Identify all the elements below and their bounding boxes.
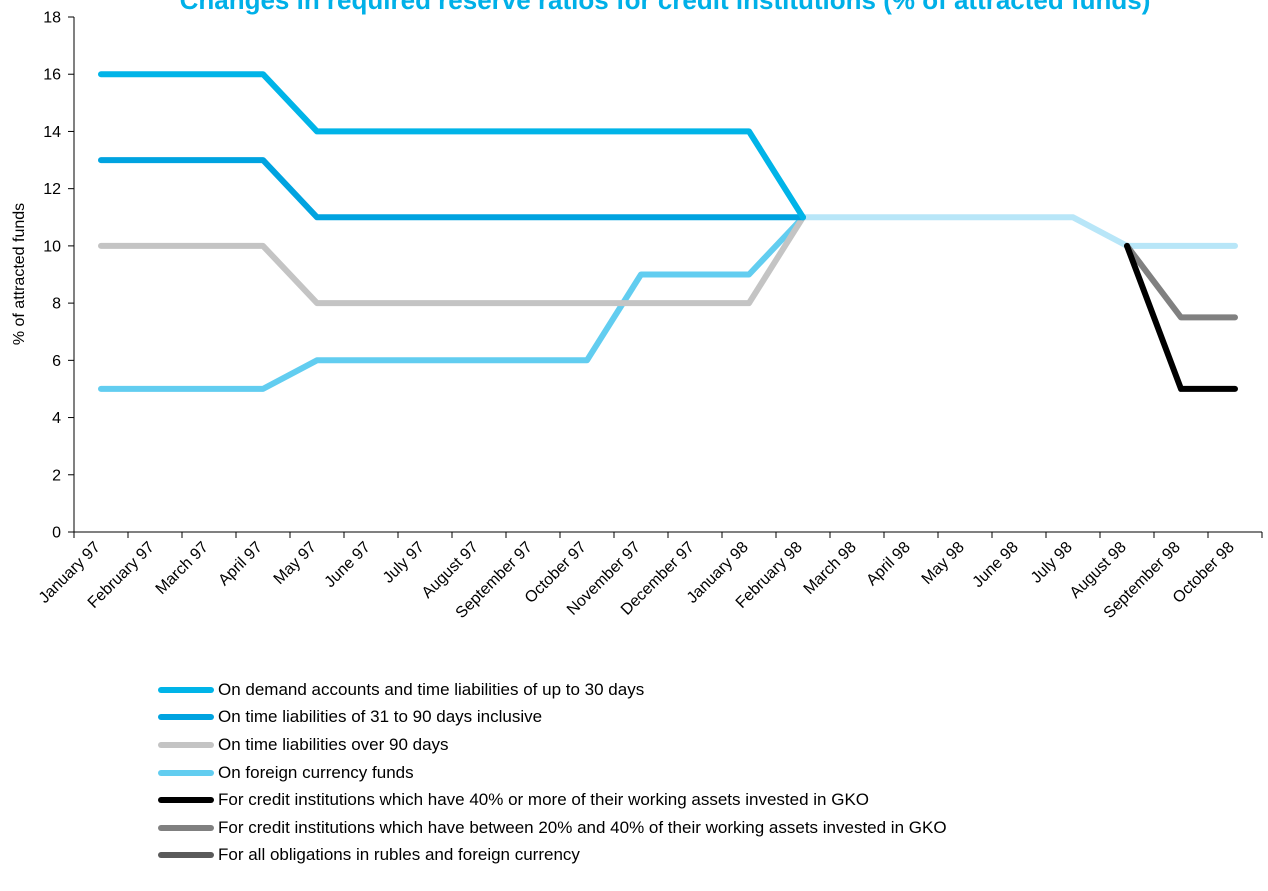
y-tick-label: 10	[43, 238, 61, 255]
y-tick-label: 2	[52, 467, 61, 484]
legend-label: On time liabilities of 31 to 90 days inc…	[218, 707, 543, 727]
legend-item: On time liabilities of 31 to 90 days inc…	[158, 704, 1248, 732]
legend-swatch	[158, 797, 214, 804]
series-line	[1124, 242, 1238, 392]
series-line	[98, 157, 806, 221]
y-tick-label: 0	[52, 525, 61, 542]
y-tick-label: 6	[52, 353, 61, 370]
x-tick-label: June 98	[970, 539, 1022, 591]
y-tick-label: 8	[52, 296, 61, 313]
legend-item: For credit institutions which have 40% o…	[158, 786, 1248, 814]
legend-item: For credit institutions which have betwe…	[158, 814, 1248, 842]
y-tick-label: 12	[43, 181, 61, 198]
x-tick-label: March 97	[153, 539, 212, 598]
legend: On demand accounts and time liabilities …	[158, 676, 1248, 869]
legend-item: For all obligations in rubles and foreig…	[158, 842, 1248, 870]
x-tick-label: April 97	[215, 539, 265, 589]
y-tick-label: 16	[43, 67, 61, 84]
chart-canvas: Changes in required reserve ratios for c…	[11, 0, 1263, 622]
legend-swatch	[158, 686, 214, 693]
legend-label: On time liabilities over 90 days	[218, 734, 449, 754]
legend-swatch	[158, 714, 214, 721]
series-line	[98, 214, 806, 392]
series-line	[98, 71, 806, 221]
legend-label: On foreign currency funds	[218, 762, 414, 782]
series-layer	[98, 71, 1238, 392]
x-tick-label: May 98	[919, 539, 968, 588]
legend-swatch	[158, 741, 214, 748]
y-axis-label: % of attracted funds	[11, 203, 28, 345]
x-tick-label: July 98	[1028, 539, 1076, 587]
y-tick-label: 4	[52, 410, 61, 427]
legend-swatch	[158, 824, 214, 831]
legend-item: On foreign currency funds	[158, 759, 1248, 787]
legend-label: On demand accounts and time liabilities …	[218, 679, 645, 699]
legend-label: For credit institutions which have betwe…	[218, 817, 947, 837]
series-line	[1124, 242, 1238, 321]
y-tick-label: 18	[43, 10, 61, 27]
x-tick-label: June 97	[322, 539, 374, 591]
x-tick-label: July 97	[380, 539, 428, 587]
legend-swatch	[158, 852, 214, 859]
series-line-unlabeled	[800, 214, 1238, 249]
legend-label: For credit institutions which have 40% o…	[218, 790, 870, 810]
x-tick-label: April 98	[863, 539, 913, 589]
legend-item: On time liabilities over 90 days	[158, 731, 1248, 759]
x-tick-label: May 97	[271, 539, 320, 588]
legend-swatch	[158, 769, 214, 776]
legend-label: For all obligations in rubles and foreig…	[218, 845, 580, 865]
series-line	[98, 214, 806, 307]
chart-title: Changes in required reserve ratios for c…	[180, 0, 1151, 15]
x-tick-label: March 98	[801, 539, 860, 598]
y-tick-label: 14	[43, 124, 61, 141]
legend-item: On demand accounts and time liabilities …	[158, 676, 1248, 704]
